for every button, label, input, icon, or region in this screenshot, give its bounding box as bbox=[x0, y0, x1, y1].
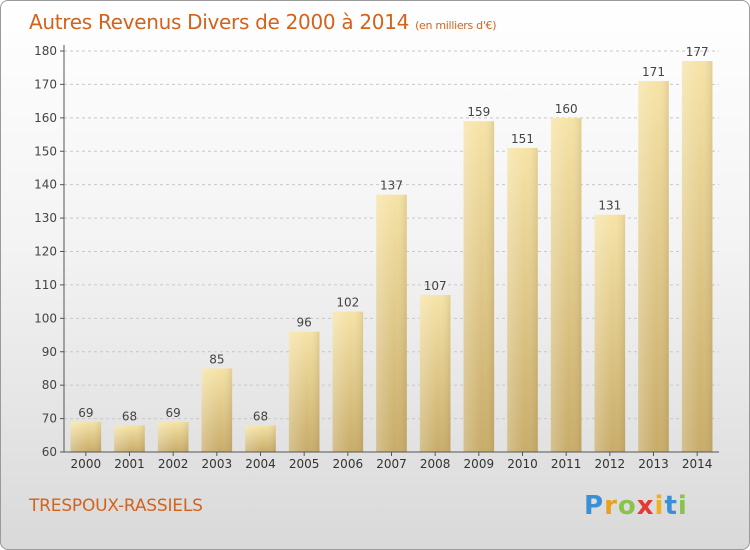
x-tick-label: 2007 bbox=[376, 457, 407, 471]
brand-letter: i bbox=[654, 491, 665, 521]
x-tick-label: 2006 bbox=[333, 457, 364, 471]
y-tick-label: 160 bbox=[34, 111, 57, 125]
brand-logo: Proxiti bbox=[584, 491, 688, 521]
data-label: 69 bbox=[78, 406, 93, 420]
data-label: 131 bbox=[598, 199, 621, 213]
brand-letter: t bbox=[664, 491, 678, 521]
y-tick-label: 100 bbox=[34, 311, 57, 325]
axes bbox=[60, 45, 719, 456]
bars bbox=[70, 61, 713, 453]
bar-shade bbox=[463, 121, 495, 453]
bar-shade bbox=[419, 294, 451, 452]
data-label: 151 bbox=[511, 132, 534, 146]
bar-shade bbox=[288, 331, 320, 452]
data-label: 160 bbox=[555, 102, 578, 116]
chart-subtitle: (en milliers d'€) bbox=[415, 19, 497, 32]
x-tick-label: 2002 bbox=[158, 457, 189, 471]
labels: 60 70 80 90 100 110 120 130 140 150 160 170 180 69 200… bbox=[34, 44, 712, 471]
bar-shade bbox=[376, 194, 407, 453]
y-tick-label: 150 bbox=[34, 144, 57, 158]
data-label: 107 bbox=[424, 279, 447, 293]
brand-letter: P bbox=[584, 491, 605, 521]
bar-shade bbox=[157, 421, 189, 452]
bar-shade bbox=[332, 311, 364, 452]
city-name: TRESPOUX-RASSIELS bbox=[29, 496, 203, 516]
x-tick-label: 2009 bbox=[464, 457, 495, 471]
y-tick-label: 110 bbox=[34, 278, 57, 292]
y-tick-label: 70 bbox=[42, 412, 57, 426]
data-label: 177 bbox=[686, 45, 709, 59]
data-label: 102 bbox=[336, 296, 359, 310]
data-label: 68 bbox=[122, 409, 137, 423]
y-tick-label: 60 bbox=[42, 445, 57, 459]
bar-shade bbox=[507, 147, 538, 453]
y-tick-label: 90 bbox=[42, 345, 57, 359]
x-tick-label: 2012 bbox=[595, 457, 626, 471]
x-tick-label: 2014 bbox=[682, 457, 713, 471]
brand-letter: i bbox=[677, 491, 688, 521]
brand-letter: o bbox=[617, 491, 637, 521]
x-tick-label: 2011 bbox=[551, 457, 582, 471]
data-label: 96 bbox=[297, 316, 312, 330]
data-label: 85 bbox=[209, 352, 224, 366]
bar-shade bbox=[201, 368, 233, 452]
bar-shade bbox=[114, 425, 145, 452]
y-tick-label: 120 bbox=[34, 245, 57, 259]
data-label: 137 bbox=[380, 179, 403, 193]
brand-letter: r bbox=[604, 491, 618, 521]
bar-shade bbox=[70, 421, 102, 452]
bar-shade bbox=[550, 117, 582, 452]
grid-lines bbox=[64, 50, 719, 420]
y-tick-label: 130 bbox=[34, 211, 57, 225]
brand-letter: x bbox=[636, 491, 655, 521]
x-tick-label: 2005 bbox=[289, 457, 320, 471]
data-label: 171 bbox=[642, 65, 665, 79]
y-tick-label: 140 bbox=[34, 178, 57, 192]
x-tick-label: 2001 bbox=[114, 457, 145, 471]
x-tick-label: 2004 bbox=[245, 457, 276, 471]
data-label: 159 bbox=[467, 105, 490, 119]
chart-title: Autres Revenus Divers de 2000 à 2014 (en … bbox=[29, 10, 497, 34]
data-label: 68 bbox=[253, 409, 268, 423]
y-tick-label: 170 bbox=[34, 77, 57, 91]
x-tick-label: 2000 bbox=[71, 457, 102, 471]
y-tick-label: 180 bbox=[34, 44, 57, 58]
bar-shade bbox=[245, 425, 276, 452]
title-text: Autres Revenus Divers de 2000 à 2014 bbox=[29, 10, 410, 34]
x-tick-label: 2003 bbox=[202, 457, 233, 471]
y-tick-label: 80 bbox=[42, 378, 57, 392]
x-tick-label: 2010 bbox=[507, 457, 538, 471]
data-label: 69 bbox=[166, 406, 181, 420]
bar-shade bbox=[594, 214, 626, 452]
x-tick-label: 2013 bbox=[638, 457, 669, 471]
bar-shade bbox=[638, 81, 669, 452]
x-tick-label: 2008 bbox=[420, 457, 451, 471]
bar-shade bbox=[681, 61, 713, 453]
